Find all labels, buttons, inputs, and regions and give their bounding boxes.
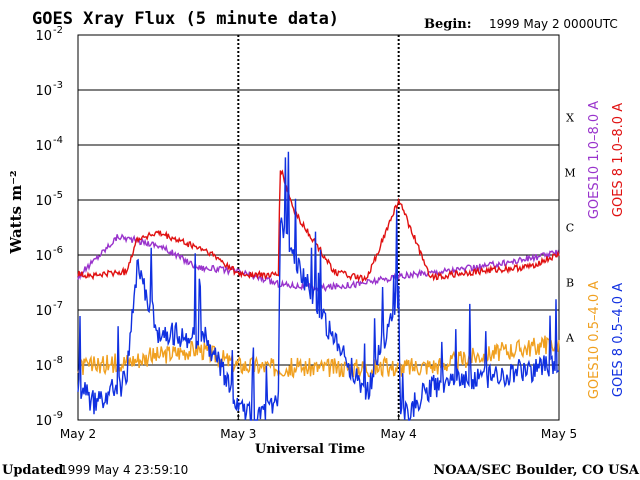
legend-entry-2: GOES10 0.5–4.0 A (587, 281, 602, 399)
y-tick-labels: 10-210-310-410-510-610-710-810-9 (35, 25, 84, 429)
flare-class-M: M (564, 167, 575, 180)
flare-class-B: B (566, 277, 574, 290)
x-tick-label-0: May 2 (60, 427, 96, 441)
x-tick-label-1: May 3 (220, 427, 256, 441)
x-axis-label: Universal Time (255, 442, 365, 457)
flare-class-C: C (566, 222, 574, 235)
y-tick-label-0: 10 (35, 29, 52, 44)
y-axis-label: Watts m⁻² (7, 170, 25, 254)
begin-value: 1999 May 2 0000UTC (489, 17, 618, 31)
grid-layer (78, 89, 559, 366)
y-tick-label-4: 10 (35, 249, 52, 264)
y-tick-exponent-4: -6 (53, 245, 63, 256)
y-tick-exponent-1: -3 (53, 80, 63, 91)
y-tick-label-2: 10 (35, 139, 52, 154)
chart-title: GOES Xray Flux (5 minute data) (32, 9, 339, 29)
day-dividers (237, 35, 400, 420)
legend-entry-3: GOES 8 0.5–4.0 A (611, 283, 626, 397)
y-tick-label-5: 10 (35, 304, 52, 319)
y-tick-exponent-0: -2 (53, 25, 63, 36)
y-tick-exponent-3: -5 (53, 190, 63, 201)
updated-value: 1999 May 4 23:59:10 (60, 463, 188, 477)
x-tick-label-3: May 5 (541, 427, 577, 441)
y-tick-exponent-5: -7 (53, 300, 63, 311)
y-tick-label-1: 10 (35, 84, 52, 99)
y-tick-label-7: 10 (35, 414, 52, 429)
flare-class-A: A (565, 332, 575, 345)
y-tick-label-6: 10 (35, 359, 52, 374)
x-tick-labels: May 2 May 3 May 4 May 5 (60, 414, 577, 441)
flare-class-X: X (566, 112, 574, 125)
flare-class-labels: X M C B A (564, 112, 575, 345)
begin-label: Begin: (424, 17, 472, 32)
x-tick-label-2: May 4 (381, 427, 417, 441)
series-line-3 (77, 151, 560, 421)
y-tick-exponent-7: -9 (53, 410, 63, 421)
y-tick-label-3: 10 (35, 194, 52, 209)
series-line-1 (77, 169, 560, 283)
legend-entry-1: GOES 8 1.0–8.0 A (611, 103, 626, 217)
y-tick-exponent-6: -8 (53, 355, 63, 366)
legend-entry-0: GOES10 1.0–8.0 A (587, 101, 602, 219)
series-line-2 (77, 335, 560, 379)
y-tick-exponent-2: -4 (53, 135, 63, 146)
credit: NOAA/SEC Boulder, CO USA (433, 463, 640, 478)
plot-frame (77, 34, 560, 421)
updated-label: Updated (2, 463, 63, 478)
legend: GOES10 1.0–8.0 A GOES 8 1.0–8.0 A GOES10 0… (587, 101, 626, 399)
series-layer (77, 151, 560, 421)
